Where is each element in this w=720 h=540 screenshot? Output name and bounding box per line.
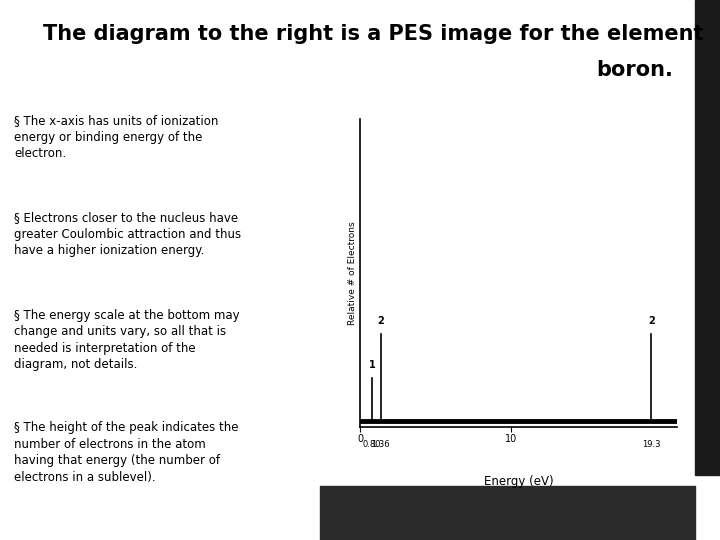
Text: 1.36: 1.36 <box>372 440 390 449</box>
Text: § The x-axis has units of ionization
energy or binding energy of the
electron.: § The x-axis has units of ionization ene… <box>14 114 219 160</box>
Text: 19.3: 19.3 <box>642 440 660 449</box>
Text: boron.: boron. <box>596 60 673 80</box>
Text: 1: 1 <box>369 360 375 370</box>
X-axis label: Energy (eV): Energy (eV) <box>484 475 553 488</box>
Text: 0.80: 0.80 <box>363 440 382 449</box>
Text: § The height of the peak indicates the
number of electrons in the atom
having th: § The height of the peak indicates the n… <box>14 421 239 484</box>
Text: § Electrons closer to the nucleus have
greater Coulombic attraction and thus
hav: § Electrons closer to the nucleus have g… <box>14 212 241 258</box>
Text: 2: 2 <box>648 316 654 326</box>
Text: The diagram to the right is a PES image for the element: The diagram to the right is a PES image … <box>43 24 703 44</box>
Y-axis label: Relative # of Electrons: Relative # of Electrons <box>348 221 357 325</box>
Text: § The energy scale at the bottom may
change and units vary, so all that is
neede: § The energy scale at the bottom may cha… <box>14 309 240 371</box>
Text: 2: 2 <box>377 316 384 326</box>
